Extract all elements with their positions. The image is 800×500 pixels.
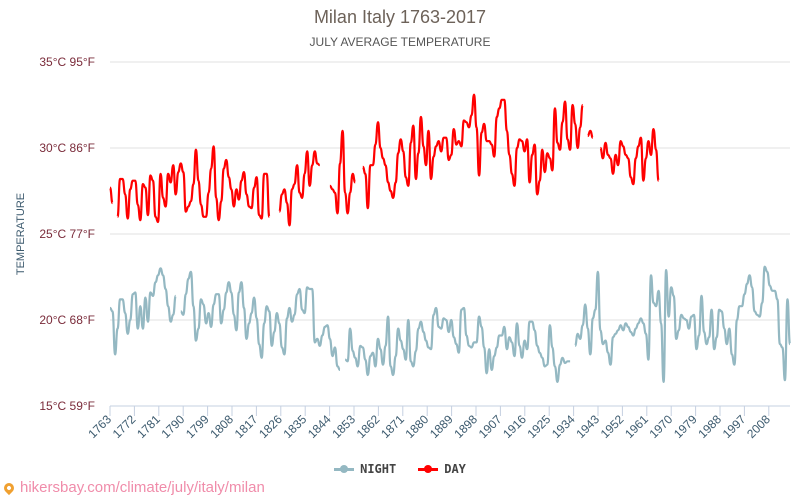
night-line-icon bbox=[334, 464, 355, 473]
series-line-day bbox=[362, 93, 584, 210]
series-line-night bbox=[109, 267, 177, 356]
x-tick-label: 1808 bbox=[207, 412, 236, 441]
series-line-day bbox=[599, 128, 660, 186]
x-tick-label: 1898 bbox=[451, 412, 480, 441]
y-tick-label: 30°C 86°F bbox=[39, 141, 95, 155]
map-pin-icon bbox=[1, 480, 17, 495]
x-tick-label: 1880 bbox=[403, 412, 432, 441]
legend: NIGHT DAY bbox=[0, 462, 800, 476]
x-axis: 1763177217811790179918081817182618351844… bbox=[85, 405, 790, 441]
x-tick-label: 1952 bbox=[598, 412, 627, 441]
x-tick-label: 1979 bbox=[671, 412, 700, 441]
legend-label-day: DAY bbox=[444, 462, 466, 476]
series-line-night bbox=[344, 306, 571, 383]
x-tick-label: 1862 bbox=[354, 412, 383, 441]
y-tick-label: 20°C 68°F bbox=[39, 313, 95, 327]
x-tick-label: 1934 bbox=[549, 412, 578, 441]
x-tick-label: 1826 bbox=[256, 412, 285, 441]
source-link[interactable]: hikersbay.com/climate/july/italy/milan bbox=[1, 479, 265, 496]
x-tick-label: 1907 bbox=[476, 412, 505, 441]
legend-item-night[interactable]: NIGHT bbox=[334, 462, 396, 476]
x-tick-label: 1790 bbox=[159, 412, 188, 441]
grid-lines bbox=[110, 61, 790, 321]
x-tick-label: 1961 bbox=[622, 412, 651, 441]
y-axis-ticks: 35°C 95°F 30°C 86°F 25°C 77°F 20°C 68°F 15°C… bbox=[39, 55, 95, 413]
series-line-day bbox=[587, 129, 594, 139]
chart-subtitle: JULY AVERAGE TEMPERATURE bbox=[309, 35, 491, 49]
chart-title: Milan Italy 1763-2017 bbox=[313, 7, 487, 27]
y-tick-label: 15°C 59°F bbox=[39, 399, 95, 413]
x-tick-label: 1871 bbox=[378, 412, 407, 441]
x-tick-label: 1799 bbox=[183, 412, 212, 441]
day-line-icon bbox=[418, 464, 439, 473]
series-line-night bbox=[180, 270, 341, 371]
x-tick-label: 1916 bbox=[500, 412, 529, 441]
source-text: hikersbay.com/climate/july/italy/milan bbox=[20, 479, 265, 496]
x-tick-label: 1970 bbox=[647, 412, 676, 441]
x-tick-label: 1889 bbox=[427, 412, 456, 441]
x-tick-label: 1988 bbox=[695, 412, 724, 441]
x-tick-label: 1853 bbox=[329, 412, 358, 441]
series-line-day bbox=[329, 129, 357, 215]
x-tick-label: 1943 bbox=[573, 412, 602, 441]
x-tick-label: 1817 bbox=[232, 412, 261, 441]
legend-item-day[interactable]: DAY bbox=[418, 462, 466, 476]
y-tick-label: 35°C 95°F bbox=[39, 55, 95, 69]
x-tick-label: 1781 bbox=[134, 412, 163, 441]
series-line-night bbox=[574, 265, 792, 383]
x-tick-label: 1763 bbox=[85, 412, 114, 441]
series-line-day bbox=[278, 150, 320, 227]
x-tick-label: 1997 bbox=[720, 412, 749, 441]
legend-label-night: NIGHT bbox=[360, 462, 397, 476]
series-lines bbox=[108, 93, 792, 383]
x-tick-label: 1772 bbox=[110, 412, 139, 441]
x-tick-label: 2008 bbox=[744, 412, 773, 441]
x-tick-label: 1844 bbox=[305, 412, 334, 441]
line-chart: 35°C 95°F 30°C 86°F 25°C 77°F 20°C 68°F 15°C… bbox=[39, 55, 792, 441]
y-tick-label: 25°C 77°F bbox=[39, 227, 95, 241]
series-line-day bbox=[116, 145, 271, 224]
series-line-day bbox=[108, 186, 114, 205]
x-tick-label: 1835 bbox=[281, 412, 310, 441]
x-tick-label: 1925 bbox=[525, 412, 554, 441]
